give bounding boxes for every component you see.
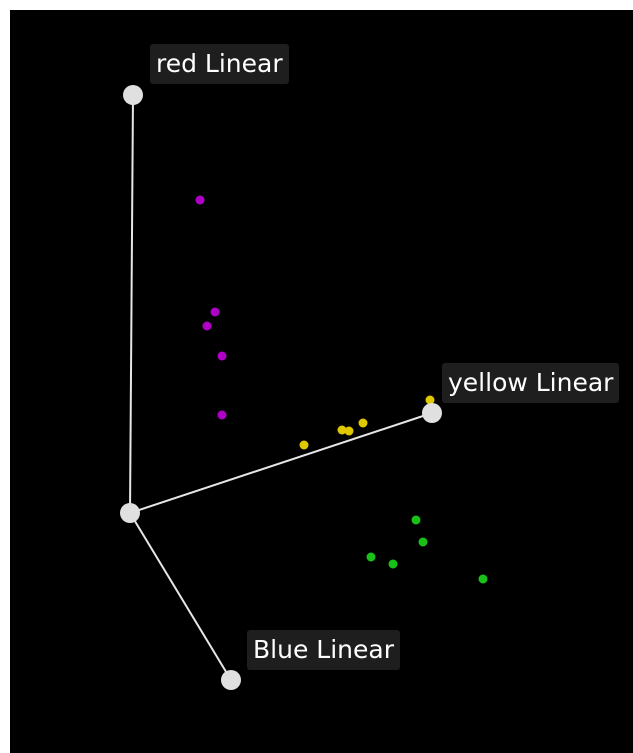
blue-axis-label: Blue Linear	[247, 630, 400, 670]
plot-canvas[interactable]: red Linear yellow Linear Blue Linear	[10, 10, 633, 753]
purple-point	[210, 307, 220, 317]
blue-axis-handle[interactable]	[221, 670, 241, 690]
origin-handle[interactable]	[120, 503, 140, 523]
yellow-axis-line	[129, 412, 433, 514]
purple-points	[195, 195, 227, 420]
yellow-axis-label: yellow Linear	[442, 363, 620, 403]
red-axis-label: red Linear	[150, 44, 289, 84]
green-points	[366, 515, 488, 584]
green-point	[418, 537, 428, 547]
purple-point	[202, 321, 212, 331]
red-axis-handle[interactable]	[123, 85, 143, 105]
green-point	[411, 515, 421, 525]
yellow-point	[299, 440, 309, 450]
purple-point	[217, 410, 227, 420]
yellow-points	[299, 395, 435, 450]
red-axis-line	[129, 94, 134, 514]
yellow-point	[337, 425, 347, 435]
axes-diagram	[120, 85, 488, 690]
purple-point	[195, 195, 205, 205]
green-point	[388, 559, 398, 569]
yellow-axis-handle[interactable]	[422, 403, 442, 423]
yellow-point	[425, 395, 435, 405]
purple-point	[217, 351, 227, 361]
yellow-point	[358, 418, 368, 428]
green-point	[366, 552, 376, 562]
green-point	[478, 574, 488, 584]
blue-axis-line	[129, 512, 232, 681]
yellow-point	[344, 426, 354, 436]
